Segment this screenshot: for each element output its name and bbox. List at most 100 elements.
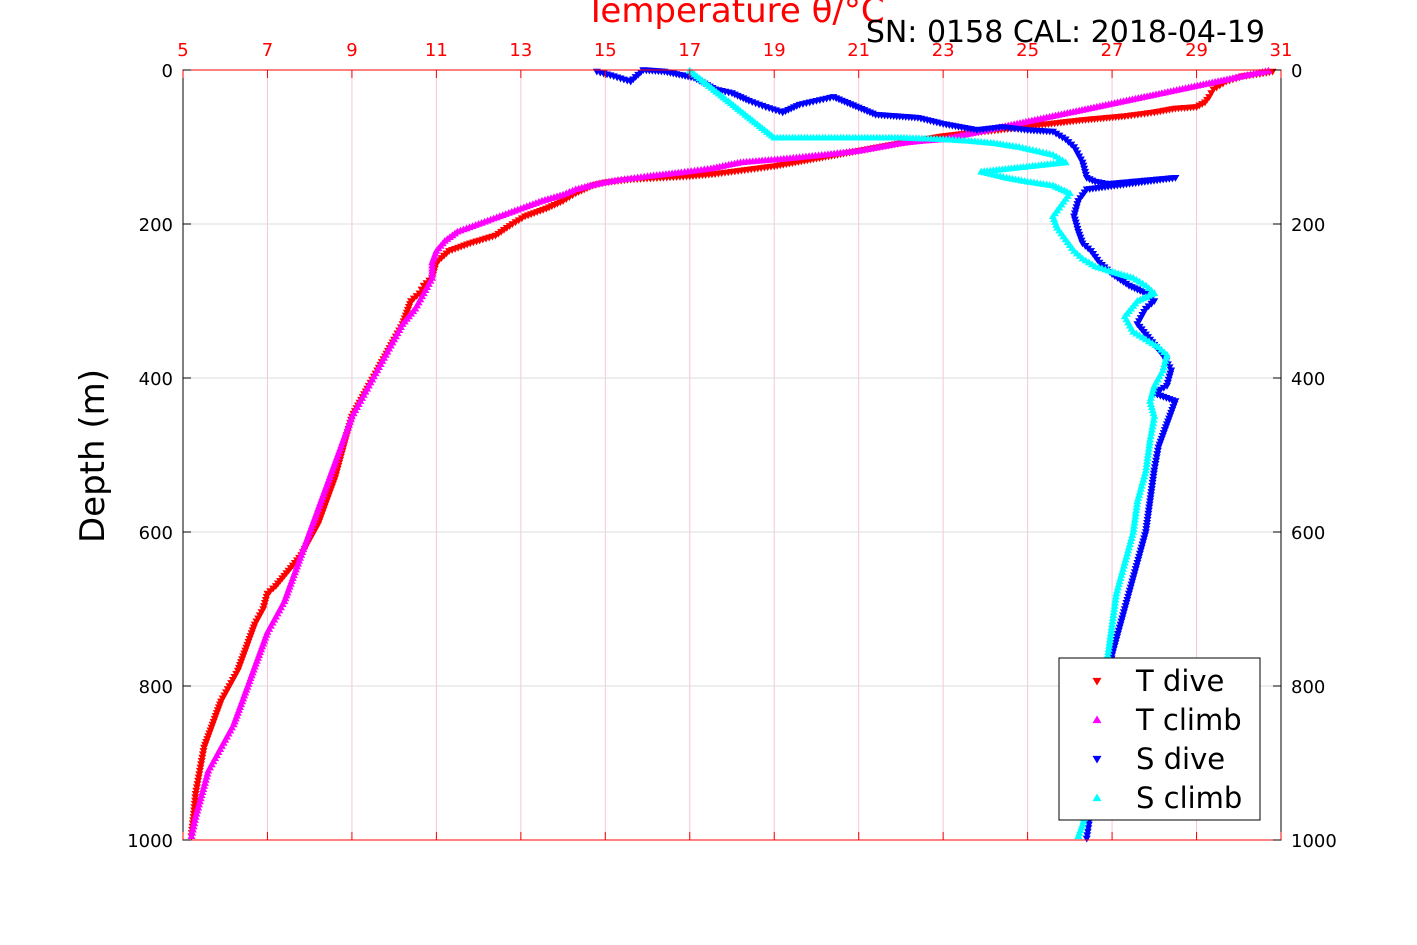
data-point: [1209, 86, 1218, 94]
data-point: [1146, 432, 1155, 440]
data-point: [1148, 422, 1157, 430]
legend: T dive T climb S dive S climb: [1058, 657, 1261, 821]
x-tick-label: 31: [1270, 40, 1293, 61]
data-point: [187, 832, 196, 839]
data-point: [1132, 506, 1141, 514]
data-point: [1058, 134, 1067, 142]
x-axis-label: Temperature θ/°C: [584, 0, 884, 31]
x-tick-label: 21: [847, 40, 870, 61]
data-point: [1147, 429, 1156, 436]
x-tick-label: 13: [509, 40, 532, 61]
legend-label: T dive: [1135, 664, 1224, 698]
data-point: [1112, 589, 1121, 597]
y-tick-label-left: 200: [139, 215, 173, 236]
data-point: [511, 219, 520, 227]
data-point: [1147, 425, 1156, 433]
data-point: [1145, 438, 1154, 446]
legend-box: [1058, 657, 1261, 821]
data-point: [1145, 441, 1154, 449]
data-point: [1106, 629, 1115, 637]
data-point: [1130, 521, 1139, 529]
data-point: [1104, 648, 1113, 655]
legend-marker: [1092, 677, 1102, 686]
data-point: [1082, 835, 1091, 843]
x-tick-label: 5: [177, 40, 188, 61]
data-point: [1131, 512, 1140, 520]
data-point: [1111, 598, 1120, 606]
data-point: [562, 196, 571, 203]
data-point: [1108, 614, 1117, 622]
data-point: [1083, 828, 1092, 836]
data-point: [1142, 460, 1151, 468]
data-point: [1109, 608, 1118, 615]
data-point: [1108, 617, 1117, 625]
x-tick-label: 11: [425, 40, 448, 61]
data-point: [1142, 463, 1151, 471]
data-point: [1110, 601, 1119, 609]
data-point: [1162, 382, 1171, 390]
data-point: [188, 828, 197, 836]
y-tick-label-left: 400: [139, 369, 173, 390]
y-tick-label-right: 200: [1291, 215, 1325, 236]
data-point: [1132, 503, 1141, 511]
data-point: [188, 825, 197, 833]
data-point: [1133, 497, 1142, 504]
data-point: [1106, 632, 1115, 640]
data-point: [1107, 626, 1116, 634]
data-point: [1111, 592, 1120, 600]
data-point: [1129, 524, 1138, 532]
legend-label: S dive: [1136, 742, 1225, 776]
legend-marker: [1092, 715, 1102, 724]
data-point: [1107, 623, 1116, 631]
data-point: [1111, 595, 1120, 603]
data-point: [190, 819, 199, 827]
data-point: [1074, 832, 1083, 839]
data-point: [514, 217, 523, 225]
data-point: [190, 816, 199, 823]
data-point: [1109, 611, 1118, 618]
data-point: [189, 822, 198, 830]
data-point: [1150, 412, 1159, 420]
data-point: [1156, 386, 1165, 394]
y-tick-label-left: 1000: [127, 831, 173, 852]
data-point: [1132, 500, 1141, 508]
data-point: [1108, 620, 1117, 628]
y-tick-label-right: 1000: [1291, 831, 1337, 852]
data-point: [1212, 84, 1221, 92]
x-tick-label: 25: [1016, 40, 1039, 61]
y-tick-label-left: 800: [139, 677, 173, 698]
x-tick-label: 9: [346, 40, 357, 61]
y-axis-label: Depth (m): [73, 369, 113, 543]
data-point: [1131, 509, 1140, 517]
legend-label: T climb: [1135, 703, 1242, 737]
data-point: [419, 282, 428, 290]
y-tick-label-right: 0: [1291, 61, 1302, 82]
legend-label: S climb: [1136, 781, 1242, 815]
y-tick-label-right: 600: [1291, 523, 1325, 544]
data-point: [1105, 635, 1114, 643]
legend-marker: [1092, 755, 1102, 764]
data-point: [1149, 415, 1158, 423]
legend-marker: [1092, 793, 1102, 802]
chart-title: SN: 0158 CAL: 2018-04-19: [866, 15, 1265, 50]
data-point: [1110, 605, 1119, 612]
data-point: [1143, 457, 1152, 464]
data-point: [1144, 444, 1153, 452]
data-point: [1143, 454, 1152, 461]
data-point: [1048, 128, 1057, 136]
x-tick-label: 19: [763, 40, 786, 61]
x-tick-label: 7: [262, 40, 273, 61]
data-point: [1143, 451, 1152, 458]
x-tick-label: 23: [932, 40, 955, 61]
data-point: [1149, 419, 1158, 426]
y-tick-label-left: 0: [162, 61, 173, 82]
data-point: [1146, 435, 1155, 443]
x-tick-label: 27: [1101, 40, 1124, 61]
data-point: [1083, 832, 1092, 839]
data-point: [1130, 518, 1139, 526]
data-point: [1104, 645, 1113, 652]
data-point: [1055, 132, 1064, 140]
x-tick-label: 17: [678, 40, 701, 61]
